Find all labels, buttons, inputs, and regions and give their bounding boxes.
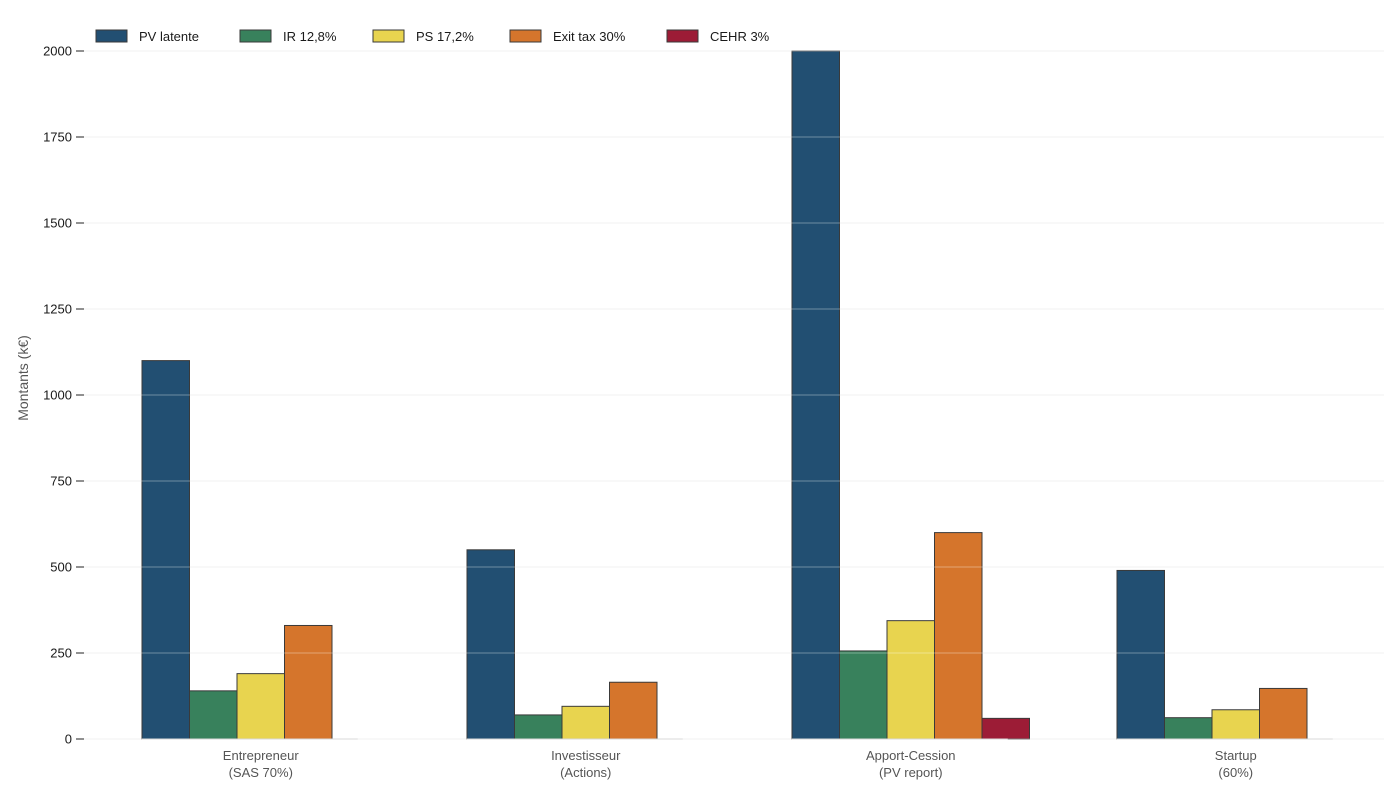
y-tick-label: 500: [50, 560, 72, 575]
y-tick-label: 1750: [43, 130, 72, 145]
overlay-grid-lines: [84, 50, 1384, 740]
legend: PV latente IR 12,8% PS 17,2% Exit tax 30% CE…: [95, 29, 770, 44]
legend-label: PS 17,2%: [416, 29, 474, 44]
legend-swatch: [372, 29, 405, 43]
bars: [141, 50, 1308, 740]
bar-exit-tax-30--1: [609, 681, 658, 740]
bar-ps-17-2--1: [561, 705, 610, 740]
legend-label: Exit tax 30%: [553, 29, 626, 44]
legend-swatch: [95, 29, 128, 43]
y-tick-label: 750: [50, 474, 72, 489]
y-tick-label: 2000: [43, 44, 72, 59]
x-axis: Entrepreneur (SAS 70%) Investisseur (Action…: [142, 738, 1333, 780]
y-axis-title: Montants (k€): [15, 335, 31, 421]
bar-pv-latente-2: [791, 50, 840, 740]
legend-label: IR 12,8%: [283, 29, 337, 44]
bar-exit-tax-30--2: [934, 532, 983, 740]
y-tick-label: 1250: [43, 302, 72, 317]
y-tick-label: 0: [65, 732, 72, 747]
x-tick-label: Apport-Cession: [866, 748, 956, 763]
bar-ir-12-8--0: [189, 690, 238, 740]
bar-pv-latente-3: [1116, 569, 1165, 740]
legend-swatch: [666, 29, 699, 43]
x-tick-label: Investisseur: [551, 748, 621, 763]
bar-pv-latente-1: [466, 549, 515, 740]
bar-cehr-3--2: [981, 717, 1030, 740]
x-tick-label: (Actions): [560, 765, 611, 780]
bar-ps-17-2--0: [236, 673, 285, 740]
legend-swatch: [509, 29, 542, 43]
bar-ps-17-2--2: [886, 620, 935, 740]
bar-pv-latente-0: [141, 360, 190, 740]
y-tick-label: 1000: [43, 388, 72, 403]
x-tick-label: (60%): [1218, 765, 1253, 780]
bar-exit-tax-30--0: [284, 624, 333, 740]
x-tick-label: (PV report): [879, 765, 943, 780]
x-tick-label: (SAS 70%): [229, 765, 293, 780]
bar-ir-12-8--1: [514, 714, 563, 740]
y-tick-label: 250: [50, 646, 72, 661]
y-tick-label: 1500: [43, 216, 72, 231]
y-axis: 0 250 500 750 1000 1250 1500 1750 2000: [43, 44, 84, 747]
bar-ir-12-8--3: [1164, 717, 1213, 740]
x-tick-label: Startup: [1215, 748, 1257, 763]
legend-label: CEHR 3%: [710, 29, 770, 44]
x-tick-label: Entrepreneur: [223, 748, 300, 763]
bar-ir-12-8--2: [839, 650, 888, 740]
legend-label: PV latente: [139, 29, 199, 44]
bar-exit-tax-30--3: [1259, 687, 1308, 740]
legend-swatch: [239, 29, 272, 43]
bar-ps-17-2--3: [1211, 709, 1260, 740]
